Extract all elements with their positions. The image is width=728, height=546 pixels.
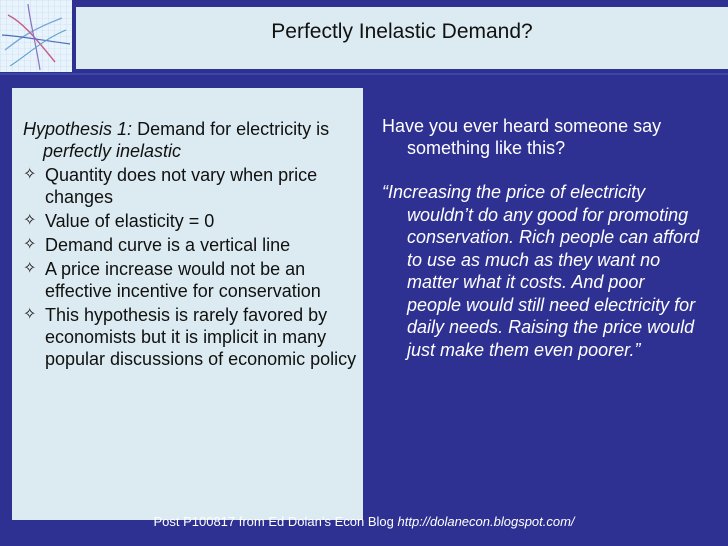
question-text: Have you ever heard someone say somethin… (382, 116, 662, 158)
diamond-star-bullet-icon: ✧ (23, 236, 37, 253)
bullet-item: ✧ A price increase would not be an effec… (23, 258, 363, 302)
decorative-graph-thumbnail (0, 0, 72, 72)
hypothesis-text: Demand for electricity is (132, 119, 330, 139)
hypothesis-emphasis: perfectly inelastic (43, 141, 182, 161)
diamond-star-bullet-icon: ✧ (23, 260, 37, 277)
hypothesis-panel: Hypothesis 1: Demand for electricity is … (12, 88, 363, 520)
bullet-text: A price increase would not be an effecti… (45, 259, 321, 301)
quote-text: “Increasing the price of electricity wou… (382, 182, 700, 360)
bullet-item: ✧ Quantity does not vary when price chan… (23, 164, 363, 208)
hypothesis-content: Hypothesis 1: Demand for electricity is … (23, 118, 363, 370)
diamond-star-bullet-icon: ✧ (23, 306, 37, 323)
diamond-star-bullet-icon: ✧ (23, 212, 37, 229)
header-divider (0, 73, 728, 75)
footer: Post P100817 from Ed Dolan’s Econ Blog h… (0, 514, 728, 532)
bullet-text: This hypothesis is rarely favored by eco… (45, 305, 357, 369)
bullet-text: Quantity does not vary when price change… (45, 165, 318, 207)
curves-graphic (0, 0, 72, 72)
diamond-star-bullet-icon: ✧ (23, 166, 37, 183)
bullet-text: Value of elasticity = 0 (45, 211, 215, 231)
slide-title: Perfectly Inelastic Demand? (271, 20, 533, 43)
blog-link[interactable]: http://dolanecon.blogspot.com/ (397, 514, 575, 529)
hypothesis-label: Hypothesis 1: (23, 119, 133, 139)
bullet-text: Demand curve is a vertical line (45, 235, 291, 255)
title-bar: Perfectly Inelastic Demand? (76, 7, 728, 69)
quote-column: Have you ever heard someone say somethin… (382, 115, 702, 361)
bullet-item: ✧ Demand curve is a vertical line (23, 234, 363, 256)
bullet-item: ✧ This hypothesis is rarely favored by e… (23, 304, 363, 370)
footer-text: Post P100817 from Ed Dolan’s Econ Blog (153, 514, 398, 529)
bullet-item: ✧ Value of elasticity = 0 (23, 210, 363, 232)
hypothesis-statement: Hypothesis 1: Demand for electricity is … (23, 118, 363, 162)
